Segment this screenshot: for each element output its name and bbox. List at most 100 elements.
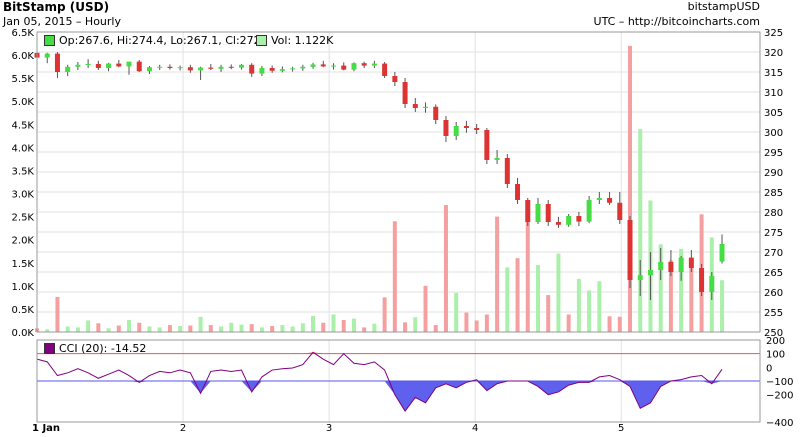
ohlc-legend-text: Op:267.6, Hi:274.4, Lo:267.1, Cl:272: [59, 34, 261, 47]
candle-body: [75, 64, 81, 67]
volume-bar: [679, 248, 684, 332]
volume-bar: [147, 326, 152, 332]
candle-body: [146, 67, 152, 72]
candle-body: [586, 200, 592, 222]
volume-legend-text: Vol: 1.122K: [271, 34, 334, 47]
volume-bar: [423, 285, 428, 332]
candle-body: [341, 65, 347, 70]
volume-bar: [433, 325, 438, 332]
candle-body: [116, 63, 122, 67]
volume-bar: [515, 258, 520, 332]
candle-body: [208, 67, 214, 69]
volume-tick-label: 6.5K: [12, 28, 35, 39]
volume-bar: [720, 280, 725, 332]
chart-subtitle: Jan 05, 2015 – Hourly: [3, 15, 121, 28]
volume-tick-label: 2.5K: [12, 213, 35, 224]
candle-body: [300, 66, 306, 69]
candle-body: [596, 198, 602, 200]
volume-tick-label: 4.0K: [12, 143, 35, 154]
market-symbol: bitstampUSD: [687, 0, 760, 13]
cci-tick-label: 100: [766, 350, 785, 361]
candle-body: [668, 262, 674, 272]
volume-bar: [617, 316, 622, 332]
volume-bar: [116, 325, 121, 332]
candle-body: [402, 82, 408, 104]
candle-body: [607, 198, 613, 203]
volume-bar: [658, 244, 663, 332]
volume-tick-label: 5.0K: [12, 97, 35, 108]
candle-body: [361, 63, 367, 66]
volume-bar: [413, 317, 418, 332]
price-candles: [34, 50, 725, 300]
volume-bar: [45, 329, 50, 332]
candle-body: [320, 64, 326, 67]
volume-bars: [35, 45, 725, 332]
volume-tick-label: 4.5K: [12, 120, 35, 131]
price-tick-label: 285: [764, 188, 783, 199]
candle-body: [95, 64, 101, 68]
volume-bar: [157, 327, 162, 332]
candle-body: [187, 67, 193, 71]
x-tick-label: 5: [618, 423, 624, 434]
volume-bar: [96, 323, 101, 332]
candle-body: [637, 275, 643, 280]
x-tick-label: 2: [180, 423, 186, 434]
candle-body: [515, 184, 521, 200]
volume-bar: [392, 221, 397, 332]
cci-indicator: [36, 351, 760, 412]
candle-body: [177, 67, 183, 69]
candle-body: [627, 220, 633, 280]
x-tick-label: 3: [326, 423, 332, 434]
candle-body: [126, 61, 132, 67]
main-panel-frame: [36, 31, 761, 333]
candle-body: [617, 202, 623, 220]
volume-bar: [341, 320, 346, 332]
candle-body: [65, 66, 71, 72]
candle-body: [228, 66, 234, 68]
volume-bar: [167, 325, 172, 332]
candle-body: [474, 128, 480, 130]
candle-body: [44, 53, 50, 58]
volume-bar: [270, 326, 275, 332]
candle-body: [545, 204, 551, 222]
volume-bar: [484, 314, 489, 332]
candle-body: [85, 64, 91, 65]
ohlc-legend: Op:267.6, Hi:274.4, Lo:267.1, Cl:272: [44, 34, 261, 47]
candle-body: [259, 68, 265, 74]
price-tick-label: 270: [764, 248, 783, 259]
candle-body: [269, 68, 275, 71]
volume-bar: [127, 320, 132, 332]
candle-body: [157, 66, 163, 68]
cci-tick-label: −400: [766, 418, 793, 429]
volume-bar: [321, 322, 326, 332]
volume-bar: [556, 253, 561, 332]
candle-body: [443, 120, 449, 136]
volume-bar: [208, 325, 213, 332]
candle-body: [484, 130, 490, 160]
candle-body: [279, 69, 285, 71]
candle-body: [423, 106, 429, 108]
cci-swatch: [44, 343, 55, 354]
cci-tick-label: −100: [766, 377, 793, 388]
volume-bar: [587, 290, 592, 332]
volume-bar: [382, 297, 387, 332]
price-tick-label: 310: [764, 88, 783, 99]
candle-body: [382, 63, 388, 76]
volume-bar: [280, 325, 285, 332]
volume-tick-label: 1.0K: [12, 282, 35, 293]
volume-tick-label: 3.0K: [12, 190, 35, 201]
volume-bar: [443, 205, 448, 332]
volume-bar: [454, 292, 459, 332]
volume-bar: [86, 320, 91, 332]
volume-tick-label: 0.0K: [12, 328, 35, 339]
volume-swatch: [256, 35, 267, 46]
volume-bar: [607, 316, 612, 332]
price-tick-label: 290: [764, 168, 783, 179]
volume-bar: [362, 327, 367, 332]
candle-body: [249, 64, 255, 74]
candle-body: [678, 257, 684, 272]
candle-body: [494, 158, 500, 160]
volume-bar: [464, 312, 469, 332]
volume-bar: [249, 324, 254, 332]
